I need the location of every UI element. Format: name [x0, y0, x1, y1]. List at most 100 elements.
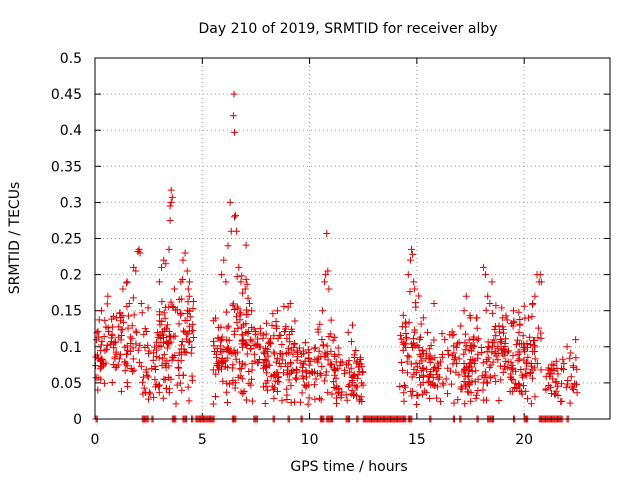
data-point	[334, 389, 342, 397]
data-point	[241, 285, 249, 293]
data-point	[278, 397, 286, 405]
data-point	[257, 329, 265, 337]
data-point	[287, 368, 295, 376]
data-point	[130, 263, 138, 271]
data-point	[117, 336, 125, 344]
data-point	[139, 378, 147, 386]
data-point	[324, 388, 332, 396]
data-point	[317, 396, 325, 404]
data-point	[187, 349, 195, 357]
data-point	[177, 311, 185, 319]
data-point	[446, 331, 454, 339]
data-point	[418, 357, 426, 365]
data-point	[457, 322, 465, 330]
data-point	[252, 330, 260, 338]
data-point	[293, 375, 301, 383]
data-point	[179, 256, 187, 264]
data-point	[165, 245, 173, 253]
data-point	[332, 374, 340, 382]
data-point	[495, 397, 503, 405]
data-point	[263, 369, 271, 377]
data-point	[473, 314, 481, 322]
data-point	[130, 311, 138, 319]
data-point	[550, 361, 558, 369]
data-point	[108, 378, 116, 386]
data-point	[108, 315, 116, 323]
data-point	[314, 328, 322, 336]
data-point	[285, 376, 293, 384]
data-point	[326, 361, 334, 369]
data-point	[272, 322, 280, 330]
data-point	[461, 339, 469, 347]
data-point	[132, 267, 140, 275]
y-tick-label: 0.5	[60, 51, 82, 67]
data-point	[318, 307, 326, 315]
data-point	[509, 307, 517, 315]
data-point	[166, 216, 174, 224]
data-point	[572, 354, 580, 362]
data-point	[481, 368, 489, 376]
data-point	[413, 401, 421, 409]
data-point	[396, 382, 404, 390]
data-point	[471, 378, 479, 386]
data-point	[397, 358, 405, 366]
data-point	[505, 347, 513, 355]
data-point	[243, 280, 251, 288]
data-point	[123, 378, 131, 386]
data-point	[431, 364, 439, 372]
data-point	[468, 377, 476, 385]
data-point	[189, 305, 197, 313]
data-point	[402, 330, 410, 338]
data-point	[233, 227, 241, 235]
data-point	[404, 271, 412, 279]
data-point	[138, 309, 146, 317]
data-point	[261, 399, 269, 407]
data-point	[177, 278, 185, 286]
data-point	[403, 358, 411, 366]
data-point	[172, 400, 180, 408]
data-point	[422, 355, 430, 363]
data-point	[509, 388, 517, 396]
data-point	[306, 357, 314, 365]
data-point	[534, 334, 542, 342]
data-point	[498, 304, 506, 312]
data-point	[422, 350, 430, 358]
data-point	[181, 328, 189, 336]
data-point	[312, 375, 320, 383]
data-point	[268, 321, 276, 329]
data-point	[482, 396, 490, 404]
data-point	[184, 285, 192, 293]
data-point	[409, 250, 417, 258]
data-point	[501, 348, 509, 356]
data-point	[244, 311, 252, 319]
data-point	[322, 271, 330, 279]
data-points	[92, 90, 581, 423]
data-point	[158, 298, 166, 306]
data-point	[129, 355, 137, 363]
data-point	[155, 354, 163, 362]
data-point	[522, 372, 530, 380]
data-point	[275, 331, 283, 339]
data-point	[465, 372, 473, 380]
data-point	[277, 362, 285, 370]
data-point	[316, 320, 324, 328]
data-point	[218, 333, 226, 341]
data-point	[150, 393, 158, 401]
data-point	[400, 382, 408, 390]
data-point	[524, 395, 532, 403]
data-point	[232, 355, 240, 363]
x-axis-label: GPS time / hours	[290, 459, 407, 475]
data-point	[283, 391, 291, 399]
data-point	[166, 202, 174, 210]
x-tick-label: 0	[91, 432, 100, 448]
data-point	[311, 368, 319, 376]
data-point	[567, 373, 575, 381]
data-point	[460, 378, 468, 386]
data-point	[97, 307, 105, 315]
data-point	[140, 384, 148, 392]
data-point	[152, 383, 160, 391]
data-point	[338, 388, 346, 396]
data-point	[408, 245, 416, 253]
data-point	[104, 292, 112, 300]
